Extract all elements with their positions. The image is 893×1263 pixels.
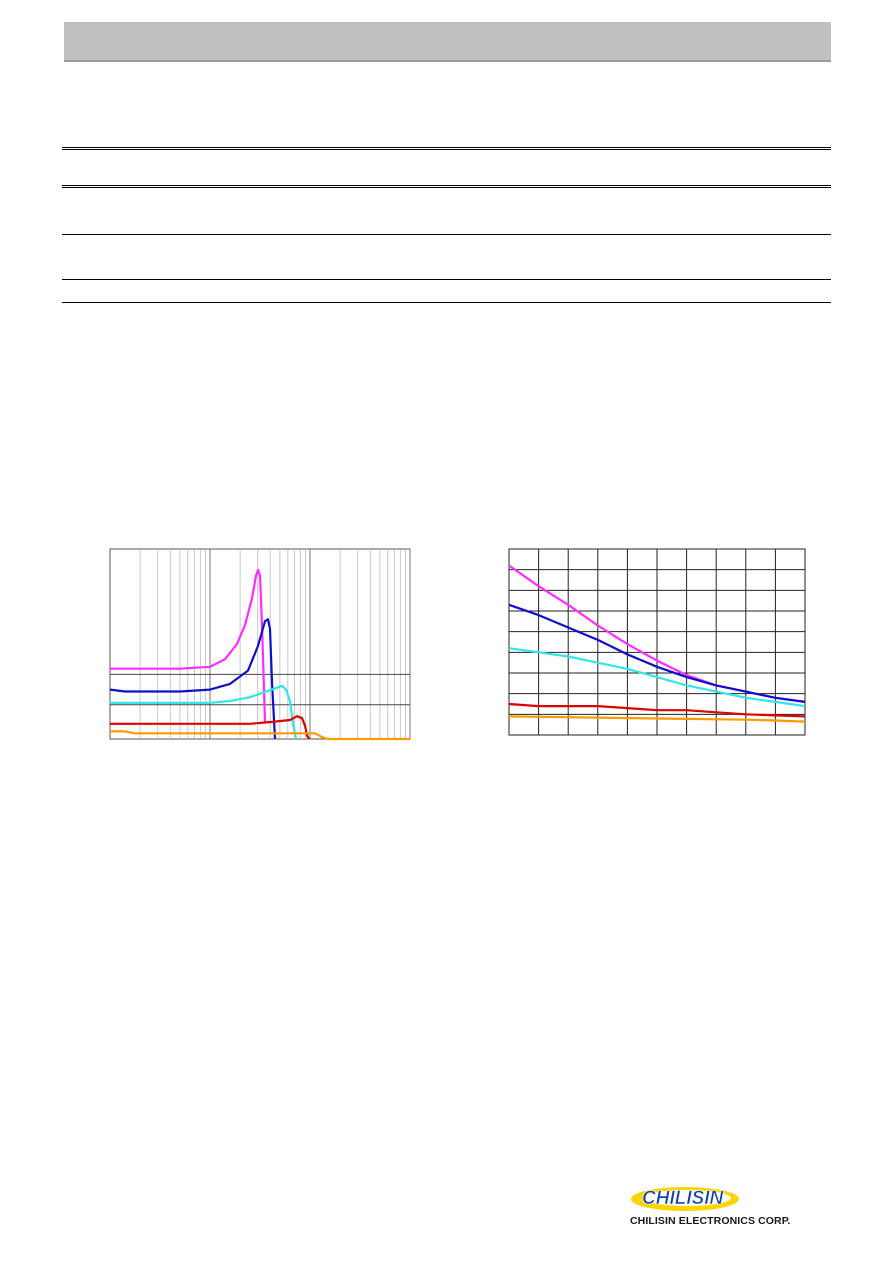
chilisin-logo-mark: CHILISIN [631, 1187, 739, 1211]
series-line-magenta [110, 568, 267, 722]
table-rule-row [62, 279, 831, 280]
table-rule-top [62, 147, 831, 150]
chart-left [109, 548, 411, 741]
table-rule-row [62, 234, 831, 235]
series-line-red [110, 715, 310, 740]
table-rule-bottom [62, 302, 831, 303]
series-line-blue [109, 618, 277, 740]
header-bar [64, 22, 831, 62]
chart-right-svg [508, 548, 806, 736]
series-line-orange [508, 715, 806, 723]
series-line-cyan [508, 647, 806, 708]
logo-wordmark-text: CHILISIN [642, 1188, 725, 1209]
company-name: CHILISIN ELECTRONICS CORP. [630, 1215, 791, 1227]
series-line-cyan [110, 684, 298, 740]
chart-right [508, 548, 806, 736]
table-rule-header [62, 185, 831, 188]
series-line-red [508, 702, 806, 718]
company-logo: CHILISIN CHILISIN ELECTRONICS CORP. [626, 1176, 826, 1236]
series-line-blue [508, 603, 806, 703]
chart-left-svg [109, 548, 411, 741]
series-line-orange [110, 730, 410, 741]
